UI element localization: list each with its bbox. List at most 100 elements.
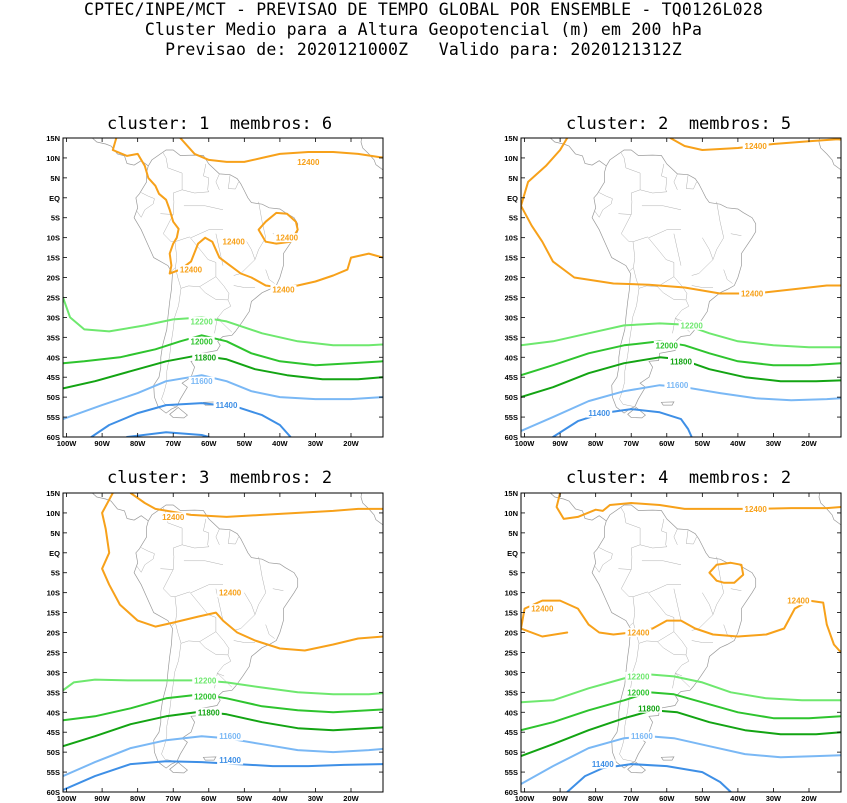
coastline-segment	[360, 138, 383, 171]
lon-tick-label: 40W	[730, 794, 746, 803]
panel-1-title: cluster: 1 membros: 6	[107, 114, 333, 134]
panel-2-map: 12400 12400 12200 12000 11800 11600 11400 15N 10…	[504, 134, 842, 448]
country-border	[620, 151, 641, 215]
contour-line-12400	[179, 138, 383, 163]
island-outline	[169, 762, 188, 774]
contour-label-12000: 12000	[627, 688, 650, 697]
country-border	[672, 317, 683, 334]
contour-label-11800: 11800	[198, 708, 220, 717]
lon-tick-label: 40W	[730, 439, 746, 448]
lon-tick-label: 30W	[308, 794, 324, 803]
country-border	[691, 285, 713, 288]
contour-line-12400	[101, 493, 383, 652]
coastline-south-america	[133, 504, 299, 769]
lat-tick-label: 15N	[46, 489, 60, 498]
country-border	[691, 237, 714, 276]
lon-tick-label: 30W	[308, 439, 324, 448]
country-border	[686, 536, 697, 545]
contour-line-12000	[63, 334, 383, 367]
country-border	[619, 643, 640, 762]
contour-line-12400	[129, 493, 383, 518]
contour-label-11800: 11800	[638, 704, 660, 713]
country-border	[723, 624, 733, 639]
panel-3-map: 12400 12400 12200 12000 11800 11600 11400 15N 10…	[46, 489, 384, 803]
lon-tick-label: 60W	[201, 439, 217, 448]
country-border	[594, 192, 613, 218]
island-outline	[660, 401, 675, 406]
lat-tick-label: 5S	[51, 214, 60, 223]
lat-tick-label: 5S	[509, 214, 518, 223]
lat-tick-label: 15N	[504, 134, 518, 143]
contour-label-12200: 12200	[191, 317, 214, 326]
lon-tick-label: 80W	[588, 439, 604, 448]
contour-label-background	[195, 707, 222, 717]
lat-tick-label: 10S	[47, 589, 60, 598]
country-border	[594, 547, 613, 573]
lat-tick-label: 15S	[47, 609, 60, 618]
lon-tick-label: 90W	[94, 439, 110, 448]
lat-tick-label: 45S	[47, 373, 60, 382]
contour-label-background	[192, 675, 219, 685]
country-border	[183, 560, 224, 566]
contour-label-background	[589, 759, 616, 769]
island-outline	[202, 756, 217, 761]
contour-line-11400	[63, 760, 383, 791]
lat-tick-label: 60S	[47, 433, 60, 442]
country-border	[640, 163, 668, 194]
contour-line-11800	[63, 354, 383, 390]
contour-label-11800: 11800	[194, 353, 216, 362]
contour-label-background	[664, 380, 691, 390]
contour-label-background	[220, 237, 247, 247]
map-frame	[62, 137, 384, 438]
contour-label-background	[295, 157, 322, 167]
coastline-segment	[583, 138, 584, 139]
lat-tick-label: 15S	[505, 609, 518, 618]
contour-label-11400: 11400	[216, 401, 238, 410]
header-line-1: CPTEC/INPE/MCT - PREVISAO DE TEMPO GLOBA…	[84, 0, 763, 19]
lat-tick-label: 50S	[47, 393, 60, 402]
island-outline	[660, 756, 675, 761]
contour-label-background	[274, 233, 300, 243]
contour-line-12000	[63, 693, 383, 722]
panel-1-map: 12400 12400 12400 12400 12400 12200 12000 11800…	[46, 134, 384, 448]
contour-line-11400	[126, 431, 210, 437]
lon-tick-label: 50W	[237, 439, 253, 448]
lat-tick-label: EQ	[49, 549, 60, 558]
lon-tick-label: 20W	[343, 794, 359, 803]
country-border	[265, 269, 275, 284]
lat-tick-label: 55S	[505, 413, 518, 422]
lat-tick-label: 45S	[505, 728, 518, 737]
country-border	[162, 151, 183, 215]
contour-label-background	[529, 604, 556, 614]
contour-line-11800	[521, 709, 841, 758]
contour-label-background	[739, 288, 766, 298]
header-line-3: Previsao de: 2020121000Z Valido para: 20…	[165, 40, 682, 59]
lat-tick-label: 5S	[51, 569, 60, 578]
country-border	[675, 654, 690, 674]
lat-tick-label: 35S	[505, 688, 518, 697]
lat-tick-label: 15N	[46, 134, 60, 143]
contour-label-background	[217, 731, 244, 741]
coastline-segment	[549, 138, 607, 167]
country-border	[254, 556, 266, 615]
lat-tick-label: 20S	[47, 274, 60, 283]
contour-label-background	[625, 671, 652, 681]
lon-tick-label: 40W	[272, 439, 288, 448]
country-border	[161, 288, 182, 407]
contour-label-background	[188, 316, 215, 326]
country-border	[640, 518, 668, 549]
lon-tick-label: 60W	[659, 439, 675, 448]
lat-tick-label: 5N	[508, 529, 518, 538]
lon-tick-label: 30W	[766, 439, 782, 448]
country-border	[675, 673, 691, 688]
contour-label-12000: 12000	[191, 337, 214, 346]
lon-tick-label: 80W	[130, 439, 146, 448]
lon-tick-label: 50W	[695, 439, 711, 448]
lat-tick-label: 55S	[505, 768, 518, 777]
contour-label-11600: 11600	[631, 732, 653, 741]
contour-label-background	[192, 691, 219, 701]
lon-tick-label: 70W	[624, 794, 640, 803]
lon-tick-label: 100W	[57, 439, 78, 448]
contour-label-background	[217, 588, 244, 598]
contour-label-background	[178, 265, 204, 275]
